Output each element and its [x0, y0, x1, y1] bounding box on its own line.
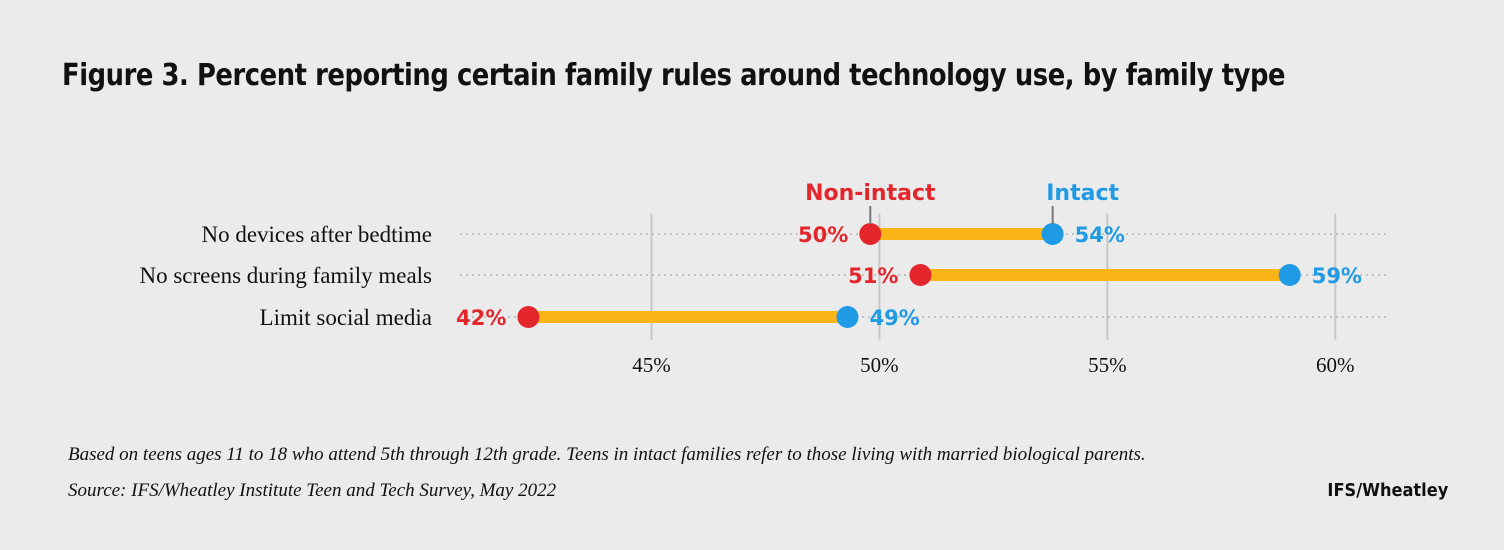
- category-label: No screens during family meals: [139, 263, 432, 288]
- legend-non-intact: Non-intact: [805, 181, 936, 206]
- non-intact-point: [517, 306, 540, 328]
- chart-title: Figure 3. Percent reporting certain fami…: [62, 58, 1286, 93]
- x-tick-label: 60%: [1316, 353, 1355, 377]
- footnote: Based on teens ages 11 to 18 who attend …: [68, 444, 1146, 465]
- intact-value-label: 54%: [1075, 223, 1125, 247]
- non-intact-value-label: 51%: [848, 264, 898, 288]
- intact-point: [1041, 223, 1064, 245]
- category-label: No devices after bedtime: [201, 222, 432, 247]
- intact-value-label: 59%: [1312, 264, 1362, 288]
- x-tick-label: 55%: [1088, 353, 1127, 377]
- intact-point: [836, 306, 859, 328]
- non-intact-value-label: 42%: [456, 306, 506, 330]
- dumbbell-chart: 45% 50% 55% 60%No devices after bedtime 50% 5…: [139, 181, 1390, 377]
- category-label: Limit social media: [260, 305, 432, 330]
- non-intact-point: [859, 223, 882, 245]
- source-note: Source: IFS/Wheatley Institute Teen and …: [68, 480, 557, 501]
- non-intact-point: [909, 264, 932, 286]
- intact-point: [1278, 264, 1301, 286]
- x-tick-label: 50%: [860, 353, 899, 377]
- non-intact-value-label: 50%: [798, 223, 848, 247]
- brand-label: IFS/Wheatley: [1327, 480, 1448, 501]
- intact-value-label: 49%: [870, 306, 920, 330]
- x-tick-label: 45%: [632, 353, 671, 377]
- legend-intact: Intact: [1046, 181, 1119, 206]
